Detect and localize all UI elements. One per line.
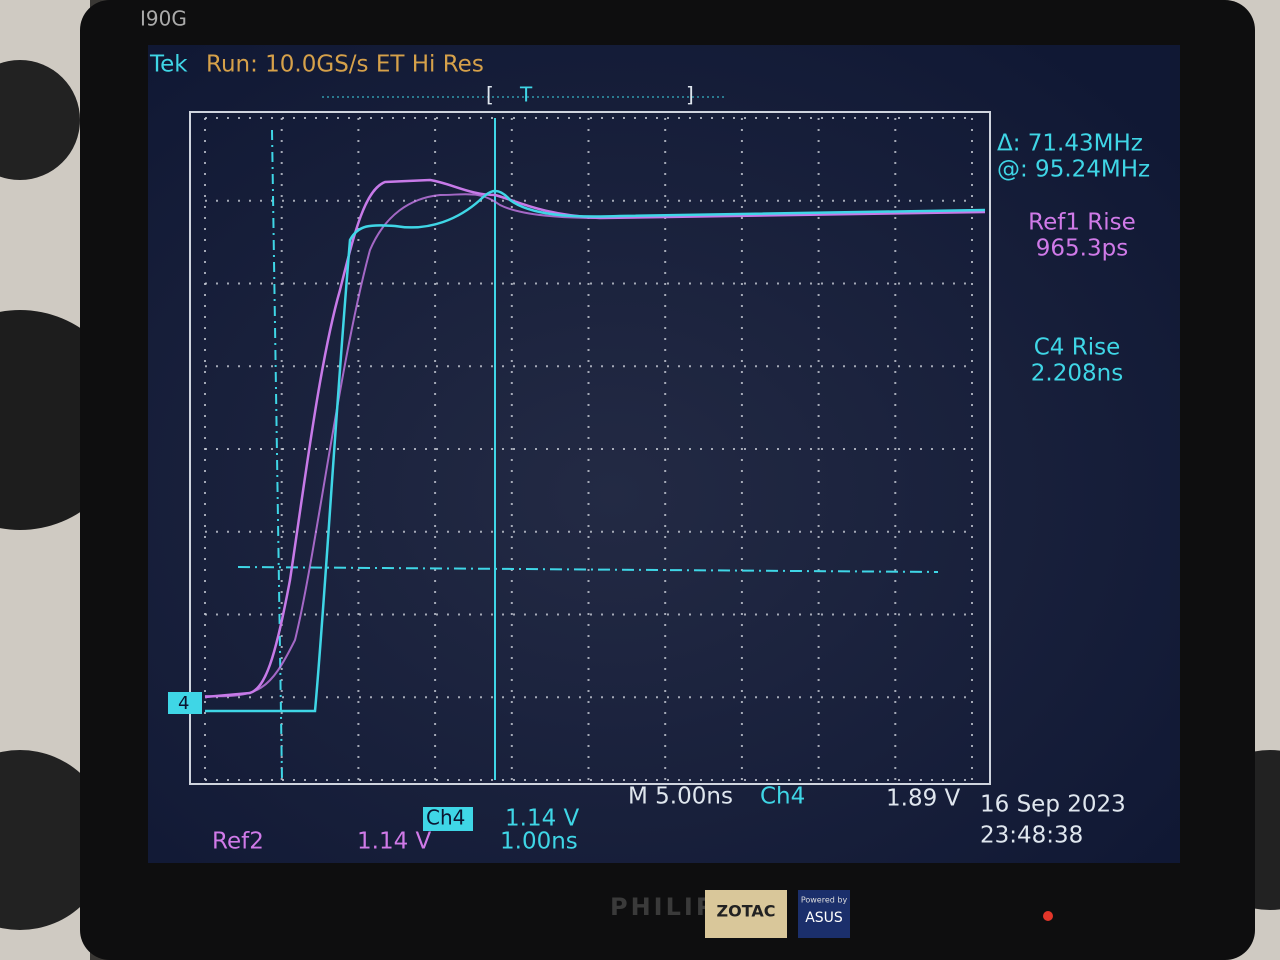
ch4-badge [423, 807, 473, 831]
monitor-model: I90G [140, 7, 187, 31]
channel-marker-text: 4 [178, 693, 189, 714]
ch4-time: 1.00ns [500, 829, 578, 855]
sticker-text: ASUS [805, 910, 843, 926]
ref2-scale: 1.14 V [357, 829, 432, 855]
status: Run: 10.0GS/s ET Hi Res [206, 52, 484, 78]
date: 16 Sep 2023 [980, 792, 1126, 818]
graticule-outer [189, 111, 991, 785]
cursor-at: @: 95.24MHz [997, 157, 1150, 183]
ref2-label: Ref2 [212, 829, 264, 855]
brand: Tek [149, 52, 188, 78]
sticker-text: Powered by [801, 896, 848, 905]
power-led [1043, 911, 1053, 921]
ref-waveform [204, 178, 986, 699]
ref-waveform [204, 193, 986, 698]
ch4-label: Ch4 [426, 806, 465, 830]
bracket: ] [686, 83, 694, 107]
cursor [237, 566, 939, 573]
time: 23:48:38 [980, 823, 1083, 849]
cursor-delta: Δ: 71.43MHz [997, 131, 1143, 157]
sticker [798, 890, 850, 938]
trigger-level: 1.89 V [886, 786, 961, 812]
channel-marker [168, 692, 202, 714]
trigger-source: Ch4 [760, 784, 805, 810]
bracket: [ [486, 83, 494, 107]
sticker [705, 890, 787, 938]
screen [148, 45, 1180, 863]
speaker [0, 60, 80, 180]
measurement-label: Ref1 Rise [1028, 210, 1136, 236]
sticker-text: ZOTAC [717, 902, 776, 921]
ch4-scale: 1.14 V [505, 806, 580, 832]
trigger-marker: T [519, 83, 533, 107]
graticule [204, 117, 973, 781]
measurement-label: C4 Rise [1034, 335, 1121, 361]
ch4-waveform [205, 189, 986, 713]
timebase: M 5.00ns [628, 784, 733, 810]
measurement-value: 2.208ns [1031, 361, 1123, 387]
measurement-value: 965.3ps [1036, 236, 1128, 262]
